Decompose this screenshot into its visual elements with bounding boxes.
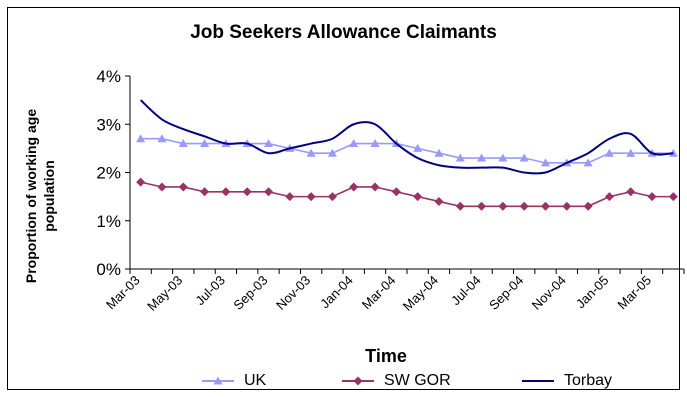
data-point-uk [200,139,210,148]
data-point-sw-gor [498,201,508,211]
data-point-sw-gor [136,177,146,187]
data-point-uk [327,148,337,157]
data-point-sw-gor [391,187,401,197]
x-tick-label: Sep-03 [230,273,270,313]
data-point-sw-gor [349,182,359,192]
data-point-sw-gor [285,192,295,202]
y-tick-labels: 0% 1% 2% 3% 4% [96,67,130,279]
data-point-uk [306,148,316,157]
legend-marker [353,376,363,386]
series-torbay [139,99,674,175]
legend-label: SW GOR [384,372,451,389]
legend-label: Torbay [564,372,613,389]
data-point-uk [477,153,487,162]
data-point-sw-gor [434,196,444,206]
x-tick-label: Jan-04 [317,273,356,312]
data-point-uk [370,139,380,148]
chart-frame [7,7,680,390]
x-tick-label: Jul-04 [448,273,484,309]
x-tick-label: Nov-03 [273,273,313,313]
data-point-uk [413,143,423,152]
legend-label: UK [244,372,267,389]
data-point-sw-gor [647,192,657,202]
x-tick-label: Mar-05 [614,273,654,313]
y-tick-label: 4% [96,67,121,86]
data-point-sw-gor [519,201,529,211]
series-line-torbay [139,99,674,175]
data-point-uk [541,158,550,167]
data-point-sw-gor [583,201,593,211]
y-axis-label-line1: Proportion of working age [23,109,39,283]
y-tick-label: 1% [96,212,121,231]
data-point-sw-gor [541,201,550,211]
data-point-uk [136,134,146,143]
data-point-sw-gor [668,192,678,202]
legend-item-uk: UK [200,372,266,390]
data-point-uk [519,153,529,162]
data-point-sw-gor [562,201,572,211]
data-point-sw-gor [626,187,636,197]
data-point-uk [157,134,167,143]
data-point-sw-gor [157,182,167,192]
y-tick-label: 0% [96,260,121,279]
legend-swatch-torbay [522,380,554,382]
data-point-uk [434,148,444,157]
data-point-sw-gor [242,187,252,197]
x-tick-label: May-03 [144,273,185,314]
data-point-uk [583,158,593,167]
y-tick-label: 3% [96,115,121,134]
x-tick-label: Sep-04 [486,273,526,313]
x-tick-label: Jan-05 [573,273,612,312]
legend: UK SW GOR Torbay [0,372,687,394]
series-sw-gor [136,177,678,211]
x-tick-label: Jul-03 [192,273,228,309]
x-tick-label: Mar-04 [359,273,399,313]
data-point-uk [264,139,273,148]
data-point-uk [498,153,508,162]
data-point-sw-gor [264,187,273,197]
x-tick-label: May-04 [400,273,441,314]
x-tick-labels: Mar-03 May-03 Jul-03 Sep-03 Nov-03 Jan-04 Mar-… [103,269,685,314]
data-point-uk [626,148,636,157]
y-tick-label: 2% [96,164,121,183]
data-point-sw-gor [178,182,188,192]
data-point-uk [455,153,465,162]
series-layer [136,99,678,211]
y-axis-label-line2: population [41,160,57,232]
data-point-sw-gor [455,201,465,211]
data-point-uk [604,148,614,157]
x-tick-label: Nov-04 [529,273,569,313]
data-point-sw-gor [413,192,423,202]
axes [129,76,684,270]
data-point-sw-gor [306,192,316,202]
data-point-sw-gor [370,182,380,192]
legend-item-sw-gor: SW GOR [340,372,451,390]
legend-marker [213,376,223,385]
data-point-uk [349,139,359,148]
data-point-sw-gor [327,192,337,202]
data-point-sw-gor [604,192,614,202]
chart-title: Job Seekers Allowance Claimants [190,22,497,43]
data-point-sw-gor [221,187,231,197]
legend-swatch-uk [202,376,234,385]
data-point-sw-gor [477,201,487,211]
data-point-uk [178,139,188,148]
x-axis-label: Time [365,346,407,366]
series-line-sw-gor [140,181,674,208]
legend-item-torbay: Torbay [520,372,612,390]
data-point-sw-gor [200,187,210,197]
legend-swatch-sw-gor [342,376,374,386]
